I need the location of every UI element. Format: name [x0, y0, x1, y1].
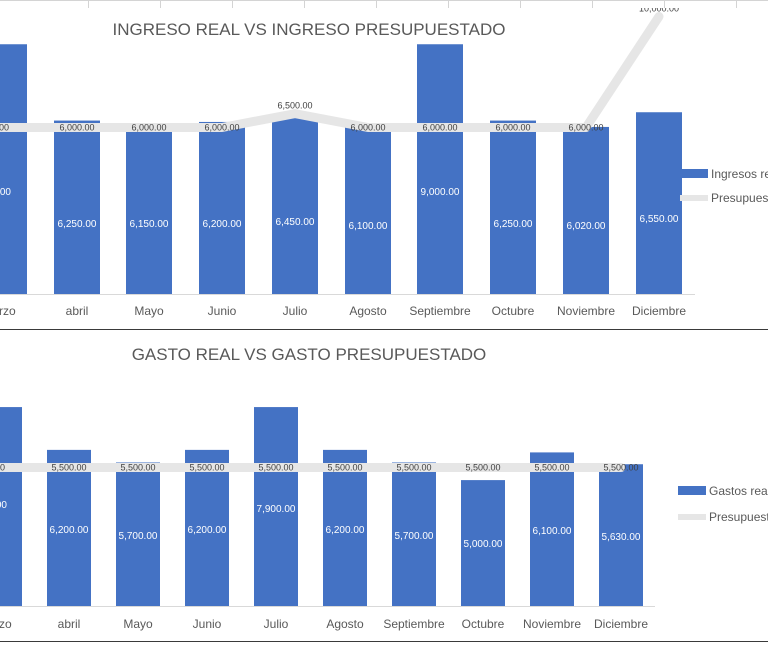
data-label: 6,100.00 [349, 221, 388, 232]
chart-border [0, 641, 768, 642]
tick-label: Agosto [349, 304, 387, 318]
data-label: .00 [0, 500, 7, 511]
bar [272, 115, 318, 294]
data-label: 5,700.00 [395, 531, 434, 542]
data-label: 6,000.00 [422, 123, 457, 133]
bar [490, 120, 536, 294]
tick-label: Julio [264, 617, 289, 631]
bar [417, 44, 463, 294]
data-label: 5,500.00 [396, 463, 431, 473]
bar [345, 124, 391, 294]
tick-label: Junio [208, 304, 237, 318]
chart-border [0, 329, 768, 330]
chart-title: INGRESO REAL VS INGRESO PRESUPUESTADO [113, 20, 506, 39]
data-label: 6,450.00 [276, 217, 315, 228]
bar [47, 449, 91, 606]
tick-label: Noviembre [557, 304, 615, 318]
bar [116, 462, 160, 606]
tick-label: Junio [193, 617, 222, 631]
bar [530, 452, 574, 606]
data-label: 6,000.00 [495, 123, 530, 133]
data-label: 5,500.00 [603, 463, 638, 473]
income-chart-svg: INGRESO REAL VS INGRESO PRESUPUESTADO .00… [0, 8, 768, 318]
bar [54, 120, 100, 294]
data-label: 6,020.00 [567, 221, 606, 232]
tick-label: arzo [0, 617, 12, 631]
data-label: 7,900.00 [257, 504, 296, 515]
bar [563, 126, 609, 294]
bar [392, 462, 436, 606]
bar [323, 449, 367, 606]
series-line [0, 12, 664, 132]
bar [0, 44, 27, 294]
data-label: .00 [0, 187, 11, 198]
legend-label: Presupuest [709, 510, 768, 524]
bar [0, 407, 22, 606]
bar [599, 464, 643, 606]
bar [185, 449, 229, 606]
data-label: 5,500.00 [189, 463, 224, 473]
tick-label: Diciembre [632, 304, 686, 318]
data-label: 6,000.00 [204, 123, 239, 133]
data-label: 6,100.00 [533, 526, 572, 537]
legend-swatch [680, 169, 708, 178]
data-label: 6,250.00 [58, 219, 97, 230]
tick-label: Mayo [134, 304, 164, 318]
data-label: 5,500.00 [120, 463, 155, 473]
data-label: 5,000.00 [464, 539, 503, 550]
legend-label: Gastos rea [709, 484, 768, 498]
data-label: 6,550.00 [640, 214, 679, 225]
tick-label: Septiembre [409, 304, 471, 318]
spreadsheet-gridlines [0, 0, 768, 8]
data-label: 6,200.00 [188, 525, 227, 536]
data-label: 00 [0, 463, 5, 473]
legend-swatch [678, 486, 706, 495]
chart-title: GASTO REAL VS GASTO PRESUPUESTADO [132, 345, 487, 364]
data-label: 6,000.00 [350, 123, 385, 133]
data-label: 6,000.00 [59, 123, 94, 133]
tick-label: Noviembre [523, 617, 581, 631]
data-label: 6,250.00 [494, 219, 533, 230]
bar [199, 121, 245, 294]
legend-label: Ingresos re [711, 167, 768, 181]
tick-label: abril [66, 304, 89, 318]
data-label: 5,500.00 [258, 463, 293, 473]
data-label: 00 [0, 123, 9, 133]
bar [254, 407, 298, 606]
data-label: 5,500.00 [51, 463, 86, 473]
data-label: 6,000.00 [568, 123, 603, 133]
tick-label: Julio [283, 304, 308, 318]
data-label: 10,000.00 [639, 8, 679, 14]
tick-label: Octubre [492, 304, 535, 318]
data-label: 6,200.00 [326, 525, 365, 536]
income-chart[interactable]: INGRESO REAL VS INGRESO PRESUPUESTADO .00… [0, 8, 768, 330]
bar [126, 123, 172, 295]
data-label: 5,700.00 [119, 531, 158, 542]
tick-label: Mayo [123, 617, 153, 631]
tick-label: Octubre [462, 617, 505, 631]
tick-label: abril [58, 617, 81, 631]
data-label: 5,630.00 [602, 532, 641, 543]
tick-label: Septiembre [383, 617, 445, 631]
data-label: 5,500.00 [465, 463, 500, 473]
bar [636, 112, 682, 294]
data-label: 6,200.00 [50, 525, 89, 536]
tick-label: Diciembre [594, 617, 648, 631]
data-label: 5,500.00 [327, 463, 362, 473]
bar [461, 480, 505, 606]
tick-label: Agosto [326, 617, 364, 631]
data-label: 9,000.00 [421, 187, 460, 198]
expense-chart[interactable]: GASTO REAL VS GASTO PRESUPUESTADO .00 6,20… [0, 331, 768, 641]
data-label: 6,500.00 [277, 101, 312, 111]
data-label: 6,150.00 [130, 219, 169, 230]
expense-chart-svg: GASTO REAL VS GASTO PRESUPUESTADO .00 6,20… [0, 345, 768, 631]
data-label: 6,200.00 [203, 219, 242, 230]
data-label: 5,500.00 [534, 463, 569, 473]
data-label: 6,000.00 [131, 123, 166, 133]
tick-label: arzo [0, 304, 16, 318]
legend-label: Presupuest [711, 191, 768, 205]
